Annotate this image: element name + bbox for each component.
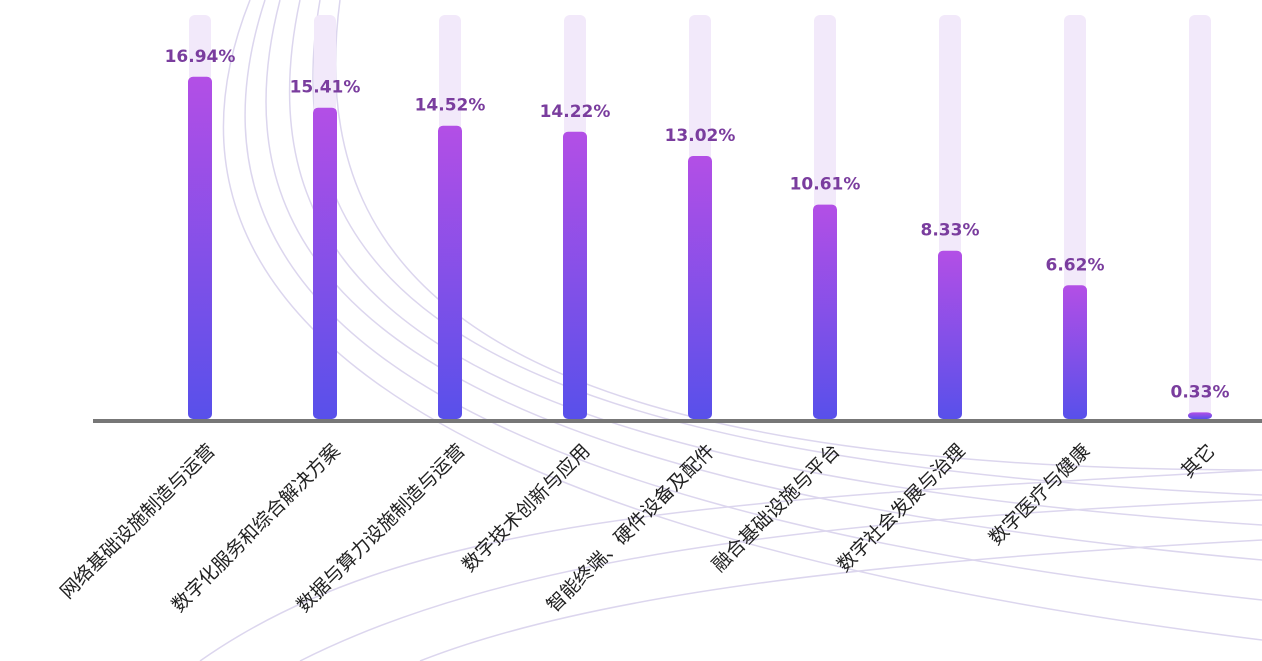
bar [688, 155, 712, 419]
value-label: 0.33% [1171, 382, 1230, 402]
value-label: 6.62% [1046, 255, 1105, 275]
value-label: 15.41% [290, 78, 361, 98]
bar [563, 131, 587, 420]
value-label: 10.61% [790, 175, 861, 195]
x-tick-label: 融合基础设施与平台 [708, 440, 844, 576]
bar [1188, 412, 1212, 419]
x-tick-label: 其它 [1177, 440, 1219, 482]
x-tick-label: 数字医疗与健康 [985, 440, 1095, 550]
x-tick-label: 数字技术创新与应用 [458, 440, 594, 576]
value-label: 14.52% [415, 96, 486, 116]
bar [1063, 285, 1087, 419]
bar [938, 250, 962, 419]
value-label: 8.33% [921, 221, 980, 241]
bar [313, 107, 337, 419]
value-label: 13.02% [665, 126, 736, 146]
value-label: 14.22% [540, 102, 611, 122]
bar [438, 125, 462, 420]
bar [813, 204, 837, 419]
bar [188, 76, 212, 419]
bar-track [1189, 15, 1211, 419]
value-label: 16.94% [165, 47, 236, 67]
